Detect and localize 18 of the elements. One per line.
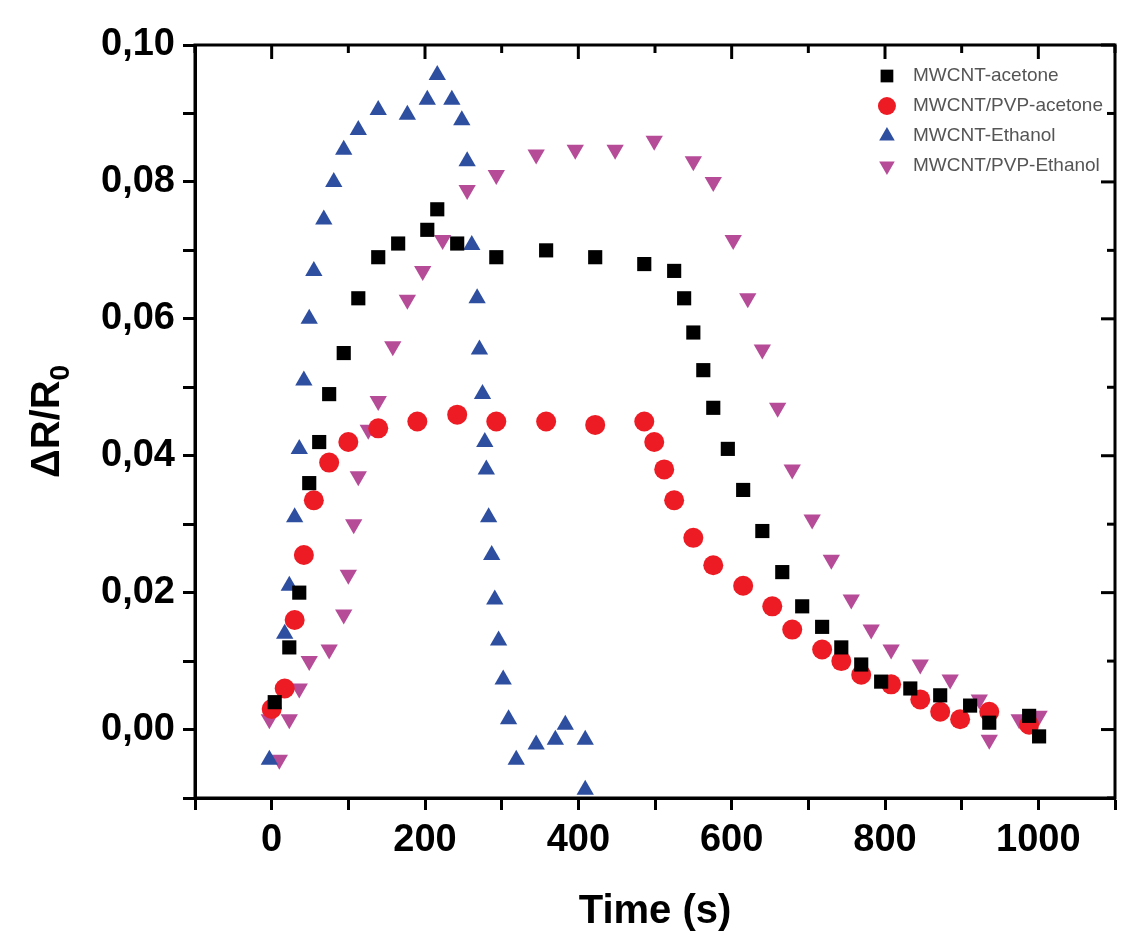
y-tick-label: 0,00 xyxy=(101,706,175,749)
x-tick-label: 400 xyxy=(546,817,611,860)
x-tick-label: 800 xyxy=(853,817,917,860)
y-tick-label: 0,06 xyxy=(101,295,175,338)
legend-label: MWCNT-acetone xyxy=(912,64,1059,86)
x-axis-title: Time (s) xyxy=(578,887,732,932)
legend-label: MWCNT-Ethanol xyxy=(912,124,1056,146)
x-tick-label: 0 xyxy=(261,817,283,860)
y-axis-title: ΔR/R0 xyxy=(23,364,75,479)
x-tick-label: 600 xyxy=(699,817,764,860)
legend-label: MWCNT/PVP-acetone xyxy=(912,94,1103,116)
legend-label: MWCNT/PVP-Ethanol xyxy=(912,154,1100,176)
y-tick-label: 0,10 xyxy=(101,21,175,64)
y-tick-label: 0,08 xyxy=(101,158,175,201)
y-tick-label: 0,02 xyxy=(101,569,175,612)
y-tick-label: 0,04 xyxy=(101,432,175,475)
x-tick-label: 1000 xyxy=(996,817,1081,860)
x-tick-label: 200 xyxy=(393,817,457,860)
